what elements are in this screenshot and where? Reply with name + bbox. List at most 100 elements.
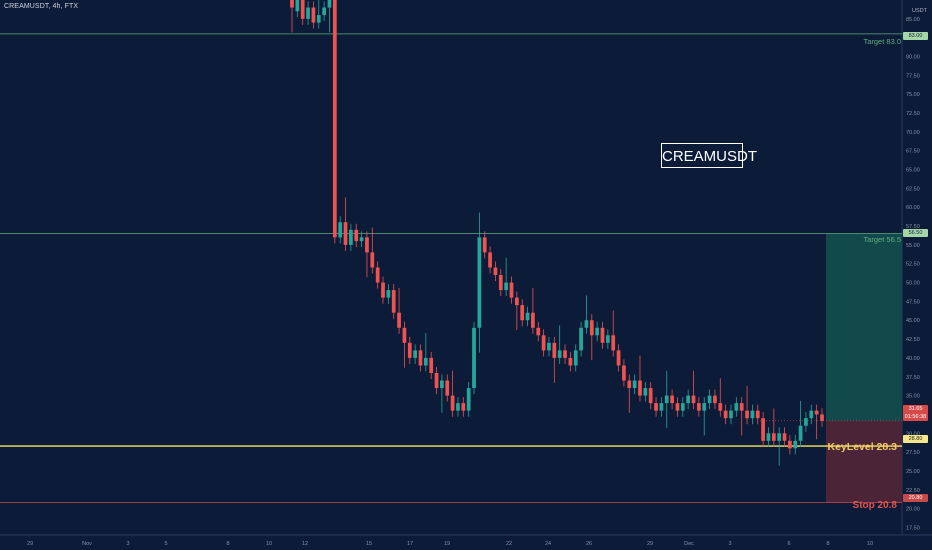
time-tick-label: 19 — [444, 541, 450, 547]
candle-down — [493, 267, 498, 276]
candle-down — [771, 433, 776, 441]
symbol-info: CREAMUSDT, 4h, FTX — [4, 3, 79, 10]
candle-up — [322, 7, 326, 16]
price-tick-label: 67.50 — [906, 149, 920, 155]
price-tick-label: 70.00 — [906, 130, 920, 136]
time-axis[interactable]: 29 Nov 3 5 8 10 12 15 17 19 22 24 26 29 Dec 3 6 8 10 — [27, 541, 873, 547]
loss-zone — [826, 420, 902, 503]
candle-up — [659, 403, 664, 411]
candle-down — [488, 252, 492, 268]
time-tick-label: 8 — [826, 541, 829, 547]
candle-down — [514, 297, 519, 306]
currency-unit: USDT — [912, 8, 927, 14]
candle-up — [686, 395, 691, 404]
candle-up — [423, 357, 428, 366]
candle-down — [343, 222, 348, 245]
time-tick-label: 15 — [366, 541, 372, 547]
candle-up — [338, 222, 343, 238]
price-tick-label: 30.00 — [906, 431, 920, 437]
position-zones — [760, 233, 902, 503]
candle-down — [354, 229, 359, 242]
time-tick-label: 22 — [506, 541, 512, 547]
stop-label: Stop 20.8 — [852, 500, 897, 511]
price-tick-label: 50.00 — [906, 281, 920, 287]
price-tick-label: 42.50 — [906, 337, 920, 343]
price-tick-label: 62.50 — [906, 186, 920, 192]
candle-down — [568, 357, 573, 366]
grid — [0, 0, 932, 536]
candle-down — [311, 7, 316, 23]
candle-up — [440, 380, 444, 389]
price-tick-label: 45.00 — [906, 318, 920, 324]
time-tick-label: 10 — [867, 541, 873, 547]
price-tick-label: 47.50 — [906, 299, 920, 305]
candle-down — [402, 327, 407, 343]
candle-down — [418, 350, 423, 366]
target-56-price-tag: 56.50 — [903, 229, 928, 237]
candle-up — [809, 410, 814, 419]
price-tick-label: 22.50 — [906, 488, 920, 494]
candle-up — [584, 320, 589, 328]
candle-down — [391, 290, 396, 313]
candle-down — [450, 395, 455, 411]
price-tick-label: 52.50 — [906, 262, 920, 268]
candle-down — [600, 327, 605, 343]
price-tick-label: 17.50 — [906, 525, 920, 531]
candle-down — [648, 388, 653, 404]
time-tick-label: Nov — [82, 541, 92, 547]
candle-down — [498, 275, 503, 291]
candle-up — [680, 403, 685, 411]
candle-down — [616, 350, 621, 366]
current-price-value: 31.65 — [908, 406, 923, 412]
time-tick-label: 29 — [647, 541, 653, 547]
price-axis[interactable]: 85.0082.5080.0077.5075.0072.5070.0067.50… — [906, 17, 920, 532]
candle-down — [445, 380, 450, 396]
price-tick-label: 55.00 — [906, 243, 920, 249]
time-tick-label: 5 — [164, 541, 167, 547]
target-56-label: Target 56.5 — [863, 235, 901, 244]
candle-down — [461, 403, 466, 411]
price-tick-label: 85.00 — [906, 17, 920, 23]
candle-up — [547, 342, 551, 351]
candle-down — [365, 237, 369, 253]
candle-down — [622, 365, 626, 381]
candle-up — [664, 395, 669, 404]
candle-up — [793, 440, 798, 449]
candle-down — [434, 372, 439, 389]
candle-up — [316, 15, 321, 23]
stop-price-tag: 20.80 — [903, 494, 928, 502]
candle-down — [563, 350, 567, 358]
candle-up — [734, 403, 739, 411]
candle-up — [557, 350, 562, 358]
candle-countdown: 01:56:38 — [904, 414, 927, 420]
candle-up — [573, 350, 578, 366]
candle-up — [707, 395, 712, 404]
candle-down — [670, 395, 674, 404]
candle-up — [477, 237, 482, 328]
time-tick-label: 29 — [27, 541, 33, 547]
candle-up — [413, 350, 418, 358]
time-tick-label: 3 — [126, 541, 129, 547]
key-level-label: KeyLevel 28.3 — [827, 441, 897, 453]
candle-down — [723, 410, 728, 419]
price-tick-label: 75.00 — [906, 92, 920, 98]
price-tick-label: 72.50 — [906, 111, 920, 117]
time-tick-label: 26 — [586, 541, 592, 547]
candle-up — [472, 327, 476, 389]
candle-up — [766, 433, 771, 441]
time-tick-label: 8 — [226, 541, 229, 547]
candle-down — [696, 403, 701, 411]
candle-up — [750, 410, 755, 419]
candle-down — [691, 395, 696, 404]
candle-down — [638, 380, 642, 396]
candle-down — [509, 282, 514, 298]
candle-up — [386, 290, 391, 298]
price-tick-label: 27.50 — [906, 450, 920, 456]
candle-down — [814, 410, 819, 415]
candle-down — [745, 410, 749, 419]
candle-down — [589, 320, 594, 336]
candle-up — [525, 312, 530, 321]
candle-up — [349, 229, 353, 245]
